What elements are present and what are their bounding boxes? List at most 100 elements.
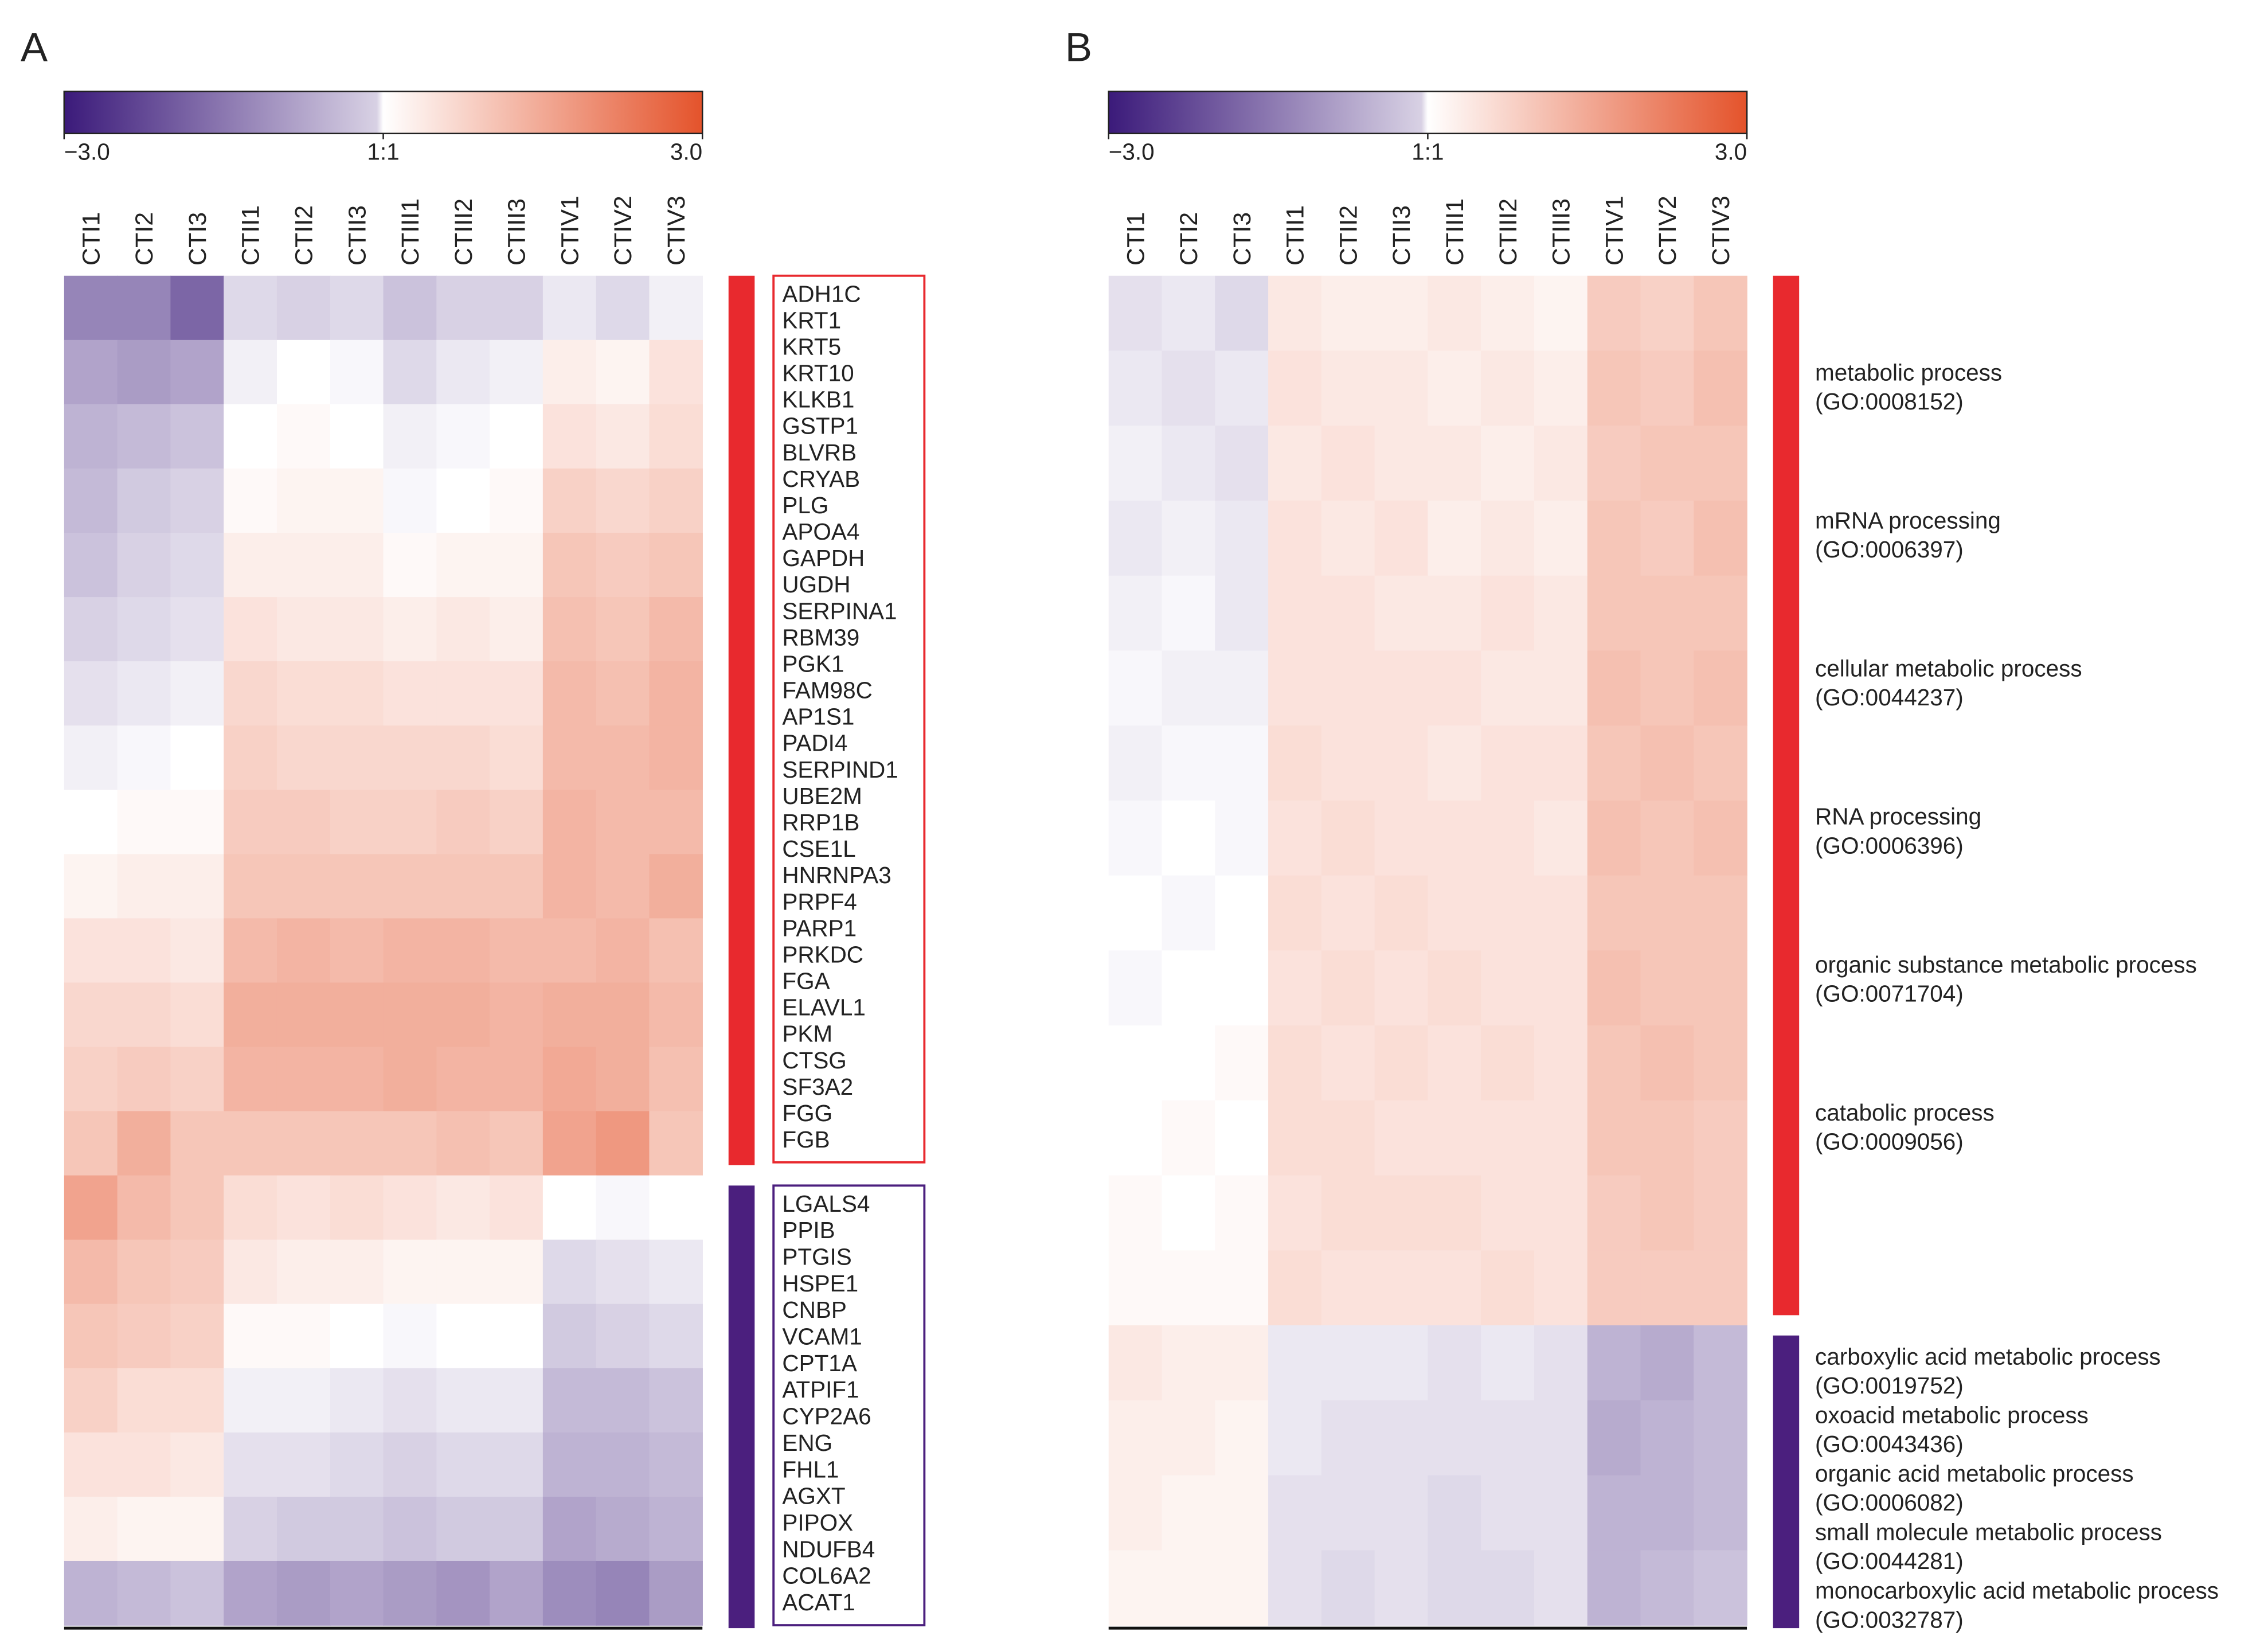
heatmap-cell: [1268, 950, 1322, 1026]
heatmap-cell: [330, 1047, 384, 1112]
heatmap-cell: [330, 339, 384, 405]
heatmap-cell: [490, 597, 543, 662]
heatmap-cell: [436, 597, 490, 662]
heatmap-cell: [1481, 1475, 1535, 1551]
heatmap-cell: [1481, 1250, 1535, 1326]
gene-label: ELAVL1: [782, 994, 865, 1021]
heatmap-cell: [1481, 800, 1535, 876]
column-label: CTII2: [291, 205, 318, 266]
heatmap-cell: [1640, 1550, 1695, 1626]
heatmap-cell: [1481, 1550, 1535, 1626]
heatmap-cell: [1162, 500, 1216, 576]
heatmap-cell: [1587, 1475, 1641, 1551]
heatmap-cell: [1534, 650, 1588, 726]
heatmap-cell: [436, 404, 490, 469]
heatmap-cell: [649, 339, 703, 405]
heatmap-cell: [1694, 500, 1747, 576]
heatmap-cell: [117, 533, 171, 598]
heatmap-cell: [1162, 1400, 1216, 1476]
heatmap-cell: [276, 339, 331, 405]
heatmap-cell: [490, 1303, 543, 1369]
heatmap-cell: [170, 597, 224, 662]
go-id: (GO:0019752): [1815, 1372, 1964, 1399]
column-label: CTIII2: [1495, 198, 1522, 266]
heatmap-cell: [596, 404, 650, 469]
heatmap-cell: [542, 982, 597, 1048]
heatmap-cell: [1215, 1550, 1269, 1626]
heatmap-cell: [542, 468, 597, 533]
heatmap-cell: [330, 1432, 384, 1497]
gene-label: PGK1: [782, 650, 844, 677]
heatmap-cell: [117, 275, 171, 341]
panel-label: B: [1065, 25, 1092, 70]
heatmap-cell: [1587, 950, 1641, 1026]
heatmap-cell: [224, 1239, 277, 1305]
heatmap-cell: [1428, 1100, 1481, 1176]
heatmap-cell: [330, 982, 384, 1048]
heatmap-cell: [1481, 1100, 1535, 1176]
heatmap-cell: [1640, 1475, 1695, 1551]
heatmap-cell: [1481, 1025, 1535, 1101]
heatmap-cell: [596, 661, 650, 726]
heatmap-cell: [117, 790, 171, 855]
heatmap-cell: [490, 1111, 543, 1176]
heatmap-cell: [436, 468, 490, 533]
go-term: mRNA processing: [1815, 507, 2001, 533]
heatmap-cell: [170, 1368, 224, 1433]
heatmap-cell: [649, 918, 703, 983]
heatmap-cell: [436, 1239, 490, 1305]
heatmap-cell: [383, 1047, 437, 1112]
heatmap-cell: [1374, 650, 1429, 726]
heatmap-cell: [330, 854, 384, 919]
colorbar-tick-label: 3.0: [670, 138, 702, 165]
heatmap-cell: [490, 725, 543, 791]
heatmap-cell: [1481, 875, 1535, 951]
heatmap-cell: [436, 275, 490, 341]
heatmap-cell: [224, 275, 277, 341]
heatmap-cell: [1162, 800, 1216, 876]
column-label: CTIV1: [1601, 196, 1628, 266]
heatmap-cell: [490, 854, 543, 919]
gene-label: CSE1L: [782, 836, 855, 862]
go-term: monocarboxylic acid metabolic process: [1815, 1578, 2219, 1604]
heatmap-cell: [1374, 1175, 1429, 1251]
gene-label: FAM98C: [782, 677, 872, 704]
heatmap-cell: [1162, 950, 1216, 1026]
heatmap-cell: [649, 790, 703, 855]
heatmap-cell: [383, 790, 437, 855]
heatmap-cell: [170, 725, 224, 791]
heatmap-cell: [1694, 1025, 1747, 1101]
heatmap-cell: [490, 982, 543, 1048]
heatmap-cell: [1534, 500, 1588, 576]
heatmap-cell: [383, 982, 437, 1048]
heatmap-cell: [64, 1432, 118, 1497]
heatmap-cell: [64, 1496, 118, 1562]
heatmap-cell: [1162, 1175, 1216, 1251]
heatmap-cell: [383, 854, 437, 919]
heatmap-cell: [1374, 275, 1429, 352]
heatmap-cell: [383, 275, 437, 341]
heatmap-cell: [1428, 800, 1481, 876]
heatmap-cell: [170, 1303, 224, 1369]
column-label: CTII1: [237, 205, 265, 266]
go-id: (GO:0071704): [1815, 980, 1964, 1006]
heatmap-cell: [117, 1496, 171, 1562]
heatmap-cell: [276, 404, 331, 469]
heatmap-cell: [436, 1368, 490, 1433]
heatmap-cell: [1694, 1100, 1747, 1176]
heatmap-cell: [1268, 875, 1322, 951]
heatmap-cell: [649, 1496, 703, 1562]
heatmap-cell: [1694, 800, 1747, 876]
heatmap-cell: [1694, 275, 1747, 352]
heatmap-cell: [1162, 1100, 1216, 1176]
gene-label: HSPE1: [782, 1270, 858, 1297]
gene-label: ADH1C: [782, 280, 861, 307]
gene-label: SERPINA1: [782, 598, 897, 624]
heatmap-cell: [224, 533, 277, 598]
heatmap-cell: [1428, 500, 1481, 576]
heatmap-cell: [1587, 1100, 1641, 1176]
gene-label: ATPIF1: [782, 1376, 859, 1403]
heatmap-cell: [276, 468, 331, 533]
heatmap-cell: [1215, 426, 1269, 501]
